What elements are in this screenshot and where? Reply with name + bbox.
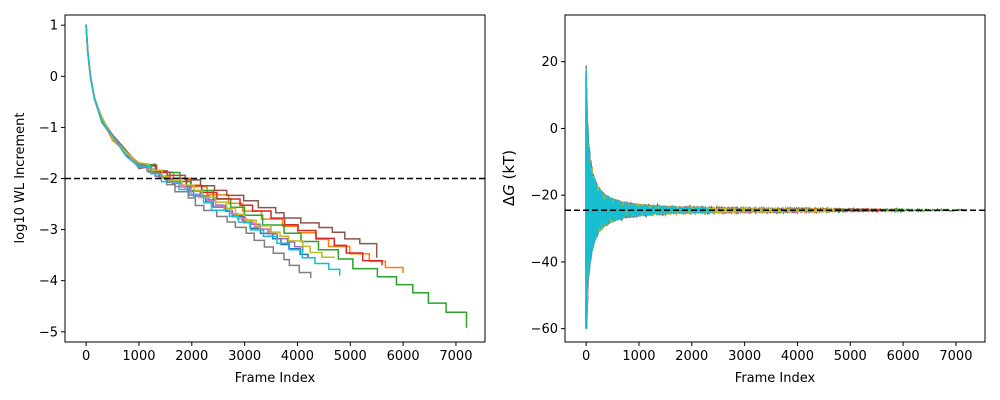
dg-x-ticks: 0 1000 2000 3000 4000 5000 6000 7000 (582, 342, 972, 364)
dg-series-line (585, 72, 878, 329)
dg-series-line (585, 65, 777, 329)
dg-y-axis-label: ΔG (kT) (500, 150, 518, 206)
dg-y-tick-label: 20 (541, 55, 558, 70)
dg-axes-frame (564, 14, 986, 343)
dg-y-tick-label: −40 (531, 255, 558, 270)
wl-y-tick-label: −3 (39, 223, 58, 238)
dg-y-label-variable: G (500, 184, 518, 196)
dg-x-tick-label: 1000 (622, 349, 655, 364)
dg-y-tick-label: 0 (550, 122, 558, 137)
wl-series-line (85, 25, 312, 279)
dg-x-tick-label: 2000 (675, 349, 708, 364)
wl-y-tick-label: 0 (50, 70, 58, 85)
dg-series-line (585, 68, 836, 329)
wl-y-tick-label: −5 (39, 325, 58, 340)
delta-g-panel: 0 1000 2000 3000 4000 5000 6000 7000 −60 −40 −20 0… (500, 14, 986, 386)
dg-x-axis-label: Frame Index (735, 371, 816, 386)
wl-y-tick-label: −1 (39, 121, 58, 136)
wl-x-tick-label: 0 (82, 349, 90, 364)
wl-increment-panel: 0 1000 2000 3000 4000 5000 6000 7000 −5 −4 −3 −2 −1… (13, 14, 486, 386)
dg-y-tick-label: −20 (531, 189, 558, 204)
wl-x-ticks: 0 1000 2000 3000 4000 5000 6000 7000 (82, 342, 472, 364)
dg-x-tick-label: 4000 (781, 349, 814, 364)
dg-x-tick-label: 7000 (939, 349, 972, 364)
wl-series-line (85, 25, 468, 328)
wl-series-line (85, 25, 404, 273)
dg-y-ticks: −60 −40 −20 0 20 (531, 55, 565, 337)
dg-series-line (585, 71, 904, 329)
wl-series-line (85, 24, 336, 258)
dg-x-tick-label: 0 (582, 349, 590, 364)
dg-series-line (585, 71, 883, 329)
wl-y-tick-label: 1 (50, 19, 58, 34)
wl-y-tick-label: −2 (39, 172, 58, 187)
wl-y-ticks: −5 −4 −3 −2 −1 0 1 (39, 19, 65, 340)
wl-series-line (85, 24, 383, 266)
dg-y-tick-label: −60 (531, 322, 558, 337)
dg-series-line (585, 65, 812, 329)
wl-x-tick-label: 4000 (281, 349, 314, 364)
wl-x-tick-label: 6000 (387, 349, 420, 364)
wl-series-line (85, 24, 278, 235)
wl-y-tick-label: −4 (39, 274, 58, 289)
wl-x-tick-label: 7000 (439, 349, 472, 364)
wl-x-axis-label: Frame Index (235, 371, 316, 386)
dg-y-label-unit: (kT) (500, 150, 518, 184)
wl-x-tick-label: 3000 (228, 349, 261, 364)
wl-series-group (85, 24, 468, 328)
dg-series-line (585, 70, 711, 329)
dg-y-label-prefix: Δ (500, 195, 518, 206)
wl-y-axis-label: log10 WL Increment (13, 113, 28, 244)
dg-x-tick-label: 3000 (728, 349, 761, 364)
wl-series-line (85, 24, 341, 276)
dg-x-tick-label: 6000 (887, 349, 920, 364)
dg-series-group (585, 65, 968, 329)
wl-x-tick-label: 2000 (175, 349, 208, 364)
wl-x-tick-label: 1000 (122, 349, 155, 364)
wl-series-line (85, 24, 309, 258)
wl-x-tick-label: 5000 (334, 349, 367, 364)
dg-x-tick-label: 5000 (834, 349, 867, 364)
